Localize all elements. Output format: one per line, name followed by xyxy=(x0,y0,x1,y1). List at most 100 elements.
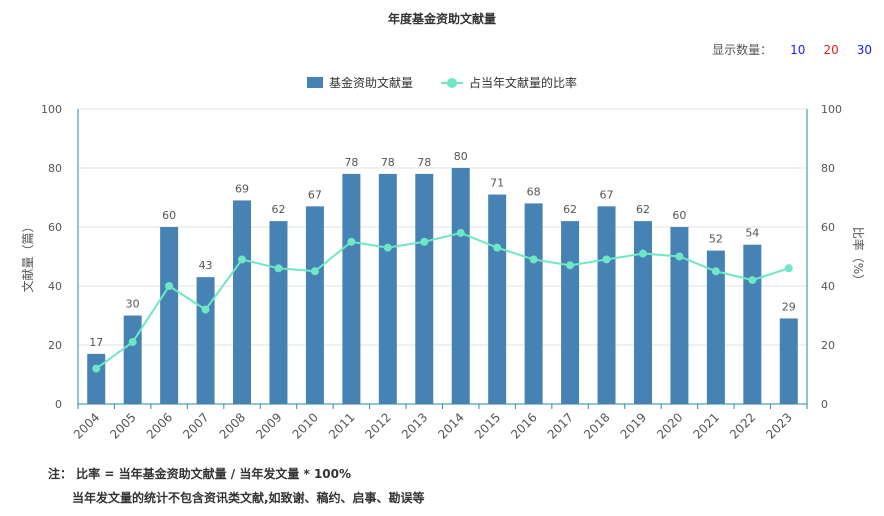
bar-value-label: 69 xyxy=(235,182,249,195)
display-count-option-20[interactable]: 20 xyxy=(823,42,839,57)
display-count-selector: 显示数量： 10 20 30 xyxy=(712,41,872,58)
ratio-point xyxy=(128,338,137,347)
ratio-point xyxy=(638,249,647,258)
bar xyxy=(779,318,798,404)
note-statistics-exclusion: 当年发文量的统计不包含资讯类文献,如致谢、稿约、启事、勘误等 xyxy=(72,491,425,505)
x-tick-label: 2014 xyxy=(435,410,466,441)
legend-bar-label: 基金资助文献量 xyxy=(328,76,413,90)
legend-item-line[interactable]: 占当年文献量的比率 xyxy=(441,74,577,91)
bar-value-label: 60 xyxy=(162,209,176,222)
legend-line-swatch xyxy=(441,77,463,88)
x-tick-label: 2021 xyxy=(690,410,721,441)
ratio-point xyxy=(310,267,319,276)
chart-title: 年度基金资助文献量 xyxy=(387,12,496,26)
ratio-point xyxy=(456,228,465,237)
y-left-axis-title: 文献量（篇） xyxy=(20,220,35,292)
x-tick-label: 2019 xyxy=(618,410,649,441)
bar xyxy=(87,353,106,404)
display-count-label: 显示数量： xyxy=(712,43,773,57)
bar-value-label: 62 xyxy=(271,203,285,216)
x-tick-label: 2016 xyxy=(508,410,539,441)
ratio-point xyxy=(238,255,247,264)
ratio-line xyxy=(95,231,790,370)
bar xyxy=(706,250,725,404)
ratio-point xyxy=(784,264,793,273)
bar-value-label: 30 xyxy=(126,298,140,311)
y-left-tick-label: 80 xyxy=(48,162,62,175)
bar-value-label: 54 xyxy=(745,227,759,240)
bar-value-label: 78 xyxy=(381,156,395,169)
x-tick-label: 2008 xyxy=(217,410,248,441)
x-tick-label: 2023 xyxy=(763,410,794,441)
bar xyxy=(233,200,252,404)
legend-bar-swatch xyxy=(306,77,323,88)
y-left-tick-label: 20 xyxy=(48,339,62,352)
x-tick-label: 2007 xyxy=(180,410,211,441)
ratio-point xyxy=(675,252,684,261)
x-tick-label: 2012 xyxy=(362,410,393,441)
display-count-option-10[interactable]: 10 xyxy=(790,42,806,57)
legend-item-bar[interactable]: 基金资助文献量 xyxy=(306,74,413,91)
bar xyxy=(561,221,580,404)
y-right-tick-label: 60 xyxy=(821,221,835,234)
y-right-tick-label: 80 xyxy=(821,162,835,175)
bar xyxy=(415,173,434,404)
y-right-tick-label: 40 xyxy=(821,280,835,293)
bar xyxy=(670,227,689,404)
bar xyxy=(269,221,288,404)
ratio-point xyxy=(383,243,392,252)
bar xyxy=(160,227,179,404)
bar-value-label: 62 xyxy=(636,203,650,216)
ratio-point xyxy=(602,255,611,264)
bar xyxy=(524,203,543,404)
x-tick-label: 2022 xyxy=(727,410,758,441)
ratio-point xyxy=(274,264,283,273)
display-count-option-30[interactable]: 30 xyxy=(856,42,872,57)
x-tick-label: 2020 xyxy=(654,410,685,441)
bar xyxy=(597,206,616,404)
x-tick-label: 2009 xyxy=(253,410,284,441)
y-left-tick-label: 60 xyxy=(48,221,62,234)
ratio-point xyxy=(748,276,757,285)
note-ratio-formula: 注： 比率 = 当年基金资助文献量 / 当年发文量 * 100% xyxy=(48,467,352,481)
bar-value-label: 71 xyxy=(490,177,504,190)
bar-value-label: 78 xyxy=(417,156,431,169)
bar xyxy=(342,173,361,404)
ratio-point xyxy=(566,261,575,270)
chart-legend: 基金资助文献量 占当年文献量的比率 xyxy=(0,74,884,91)
y-left-tick-label: 100 xyxy=(41,103,62,116)
y-right-tick-label: 20 xyxy=(821,339,835,352)
bar-value-label: 17 xyxy=(89,336,103,349)
bar xyxy=(196,277,215,404)
bar-value-label: 80 xyxy=(454,150,468,163)
x-tick-label: 2018 xyxy=(581,410,612,441)
bar-value-label: 62 xyxy=(563,203,577,216)
ratio-point xyxy=(493,243,502,252)
bar-value-label: 52 xyxy=(709,233,723,246)
ratio-point xyxy=(711,267,720,276)
ratio-point xyxy=(420,237,429,246)
bar xyxy=(743,244,762,404)
legend-line-label: 占当年文献量的比率 xyxy=(469,76,578,90)
x-tick-label: 2010 xyxy=(290,410,321,441)
bar-value-label: 78 xyxy=(344,156,358,169)
bar xyxy=(633,221,652,404)
y-right-axis-title: 比率（%） xyxy=(851,227,866,286)
bar-value-label: 60 xyxy=(672,209,686,222)
ratio-point xyxy=(92,364,101,373)
x-tick-label: 2006 xyxy=(144,410,175,441)
ratio-point xyxy=(529,255,538,264)
ratio-point xyxy=(347,237,356,246)
bar xyxy=(378,173,397,404)
y-right-tick-label: 0 xyxy=(821,398,828,411)
y-left-tick-label: 0 xyxy=(55,398,62,411)
bar-value-label: 67 xyxy=(600,188,614,201)
x-tick-label: 2017 xyxy=(545,410,576,441)
bar xyxy=(451,168,470,404)
x-tick-label: 2004 xyxy=(71,410,102,441)
ratio-point xyxy=(165,282,174,290)
bar xyxy=(123,315,142,404)
ratio-point xyxy=(201,305,210,314)
y-left-tick-label: 40 xyxy=(48,280,62,293)
